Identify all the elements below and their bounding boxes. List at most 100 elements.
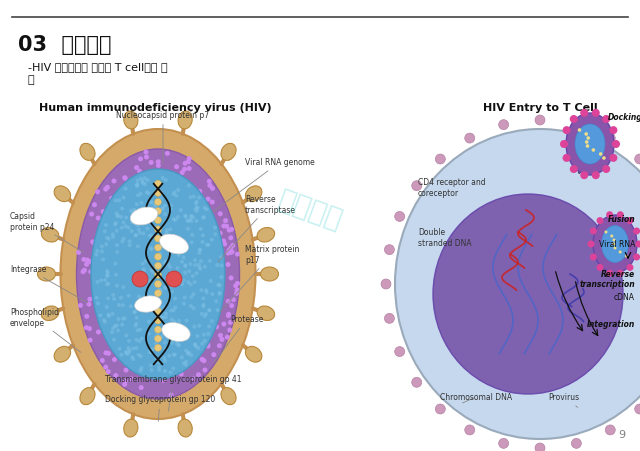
Circle shape	[174, 165, 179, 170]
Circle shape	[177, 327, 181, 331]
Circle shape	[140, 210, 144, 214]
Circle shape	[228, 320, 233, 325]
Circle shape	[105, 269, 109, 273]
Circle shape	[164, 231, 168, 235]
Circle shape	[122, 285, 125, 290]
Circle shape	[129, 305, 132, 308]
Circle shape	[229, 304, 234, 308]
Circle shape	[95, 249, 99, 253]
Circle shape	[156, 344, 160, 348]
Circle shape	[135, 283, 139, 287]
Circle shape	[154, 308, 161, 315]
Circle shape	[228, 236, 233, 241]
Circle shape	[96, 302, 100, 306]
Circle shape	[221, 239, 226, 244]
Circle shape	[120, 353, 124, 357]
Text: Capsid
protein p24: Capsid protein p24	[10, 212, 84, 253]
Circle shape	[627, 264, 634, 272]
Circle shape	[183, 265, 188, 269]
Circle shape	[213, 226, 217, 230]
Circle shape	[220, 337, 225, 342]
Circle shape	[168, 228, 172, 232]
Circle shape	[112, 357, 117, 362]
Circle shape	[198, 248, 202, 252]
Circle shape	[114, 199, 118, 203]
Circle shape	[105, 236, 109, 240]
Circle shape	[602, 157, 605, 161]
Text: Reverse
transcriptase: Reverse transcriptase	[218, 195, 296, 262]
Circle shape	[147, 192, 150, 196]
Circle shape	[590, 254, 597, 261]
Circle shape	[145, 219, 148, 223]
Ellipse shape	[42, 228, 59, 243]
Circle shape	[235, 252, 240, 257]
Circle shape	[218, 292, 221, 296]
Circle shape	[202, 297, 205, 301]
Circle shape	[191, 292, 195, 296]
Circle shape	[88, 338, 93, 343]
Circle shape	[189, 354, 193, 357]
Circle shape	[205, 208, 209, 212]
Circle shape	[154, 226, 161, 233]
Circle shape	[151, 270, 156, 274]
Circle shape	[123, 379, 128, 384]
Circle shape	[84, 262, 89, 267]
Ellipse shape	[77, 150, 239, 399]
Circle shape	[191, 377, 196, 382]
Circle shape	[103, 320, 107, 324]
Circle shape	[138, 231, 142, 235]
Circle shape	[112, 297, 116, 301]
Circle shape	[172, 218, 175, 221]
Circle shape	[164, 316, 168, 319]
Circle shape	[580, 172, 588, 180]
Circle shape	[599, 153, 602, 156]
Circle shape	[180, 170, 185, 175]
Circle shape	[234, 291, 239, 296]
Text: Viral RNA genome: Viral RNA genome	[212, 158, 315, 213]
Circle shape	[135, 184, 139, 189]
Circle shape	[134, 234, 138, 238]
Circle shape	[136, 353, 141, 357]
Text: 미리보기: 미리보기	[274, 185, 346, 234]
Circle shape	[197, 189, 202, 194]
Circle shape	[609, 155, 618, 162]
Circle shape	[161, 316, 165, 320]
Circle shape	[141, 182, 145, 185]
Circle shape	[88, 270, 93, 275]
Circle shape	[147, 235, 152, 239]
Circle shape	[213, 233, 218, 237]
Circle shape	[226, 299, 231, 304]
Circle shape	[141, 232, 145, 236]
Circle shape	[139, 177, 143, 181]
Circle shape	[210, 319, 214, 323]
Circle shape	[563, 127, 571, 135]
Circle shape	[186, 281, 190, 285]
Circle shape	[159, 335, 163, 339]
Circle shape	[189, 220, 193, 223]
Circle shape	[176, 189, 180, 193]
Ellipse shape	[134, 296, 161, 313]
Ellipse shape	[178, 419, 192, 437]
Circle shape	[184, 337, 188, 341]
Circle shape	[172, 320, 176, 324]
Circle shape	[127, 240, 132, 244]
Circle shape	[105, 305, 109, 309]
Circle shape	[154, 181, 161, 188]
Circle shape	[635, 155, 640, 165]
Circle shape	[105, 283, 109, 287]
Circle shape	[181, 326, 185, 330]
Circle shape	[216, 308, 220, 313]
Circle shape	[116, 329, 120, 333]
Ellipse shape	[131, 207, 157, 226]
Circle shape	[150, 201, 154, 205]
Circle shape	[221, 224, 227, 229]
Text: Nucleocapsid protein p7: Nucleocapsid protein p7	[116, 111, 209, 164]
Circle shape	[602, 116, 610, 124]
Circle shape	[207, 179, 212, 184]
Circle shape	[157, 365, 161, 369]
Circle shape	[136, 245, 140, 249]
Circle shape	[180, 283, 184, 286]
Circle shape	[103, 365, 108, 370]
Circle shape	[110, 331, 114, 335]
Circle shape	[119, 296, 123, 300]
